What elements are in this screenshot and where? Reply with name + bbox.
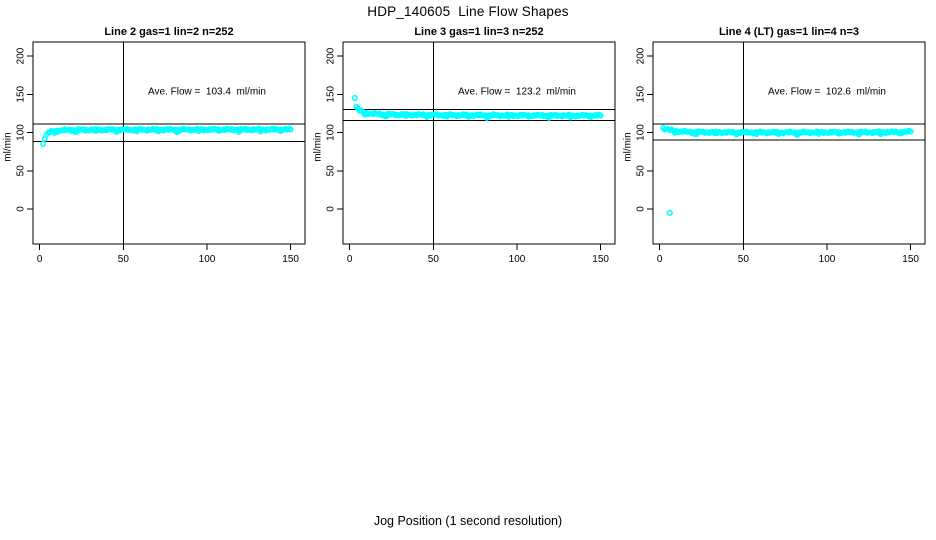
x-tick-label: 150 bbox=[282, 254, 299, 265]
data-points bbox=[351, 94, 604, 121]
x-tick-label: 50 bbox=[118, 254, 130, 265]
tick-labels: 0 50 100 150 0 50 100 150 200 bbox=[16, 47, 300, 265]
plot-box bbox=[652, 41, 926, 245]
axes bbox=[337, 41, 616, 250]
data-points bbox=[40, 125, 294, 147]
panel-title: Line 4 (LT) gas=1 lin=4 n=3 bbox=[718, 26, 860, 38]
tick-labels: 0 50 100 150 0 50 100 150 200 bbox=[326, 47, 610, 265]
y-tick-label: 50 bbox=[326, 165, 337, 177]
data-point bbox=[907, 128, 914, 135]
plot-canvas-line4: 0 50 100 150 0 50 100 150 200 bbox=[636, 41, 926, 265]
y-tick-label: 0 bbox=[636, 206, 647, 212]
x-tick-label: 150 bbox=[902, 254, 919, 265]
data-point bbox=[40, 140, 46, 147]
y-tick-label: 0 bbox=[326, 206, 337, 212]
reference-lines bbox=[33, 42, 305, 244]
x-tick-label: 0 bbox=[347, 254, 353, 265]
y-tick-label: 100 bbox=[16, 124, 27, 141]
y-tick-label: 50 bbox=[636, 165, 647, 177]
outlier-point bbox=[666, 209, 673, 216]
reference-lines bbox=[343, 42, 615, 244]
plot-box bbox=[342, 41, 616, 245]
data-point bbox=[287, 126, 294, 133]
axes bbox=[647, 41, 926, 250]
panel-line2: Line 2 gas=1 lin=2 n=252 Ave. Flow = 103… bbox=[0, 25, 312, 275]
x-tick-label: 50 bbox=[428, 254, 440, 265]
plot-box bbox=[32, 41, 306, 245]
y-tick-label: 200 bbox=[326, 47, 337, 64]
figure-title: HDP_140605 Line Flow Shapes bbox=[367, 4, 569, 19]
x-tick-label: 100 bbox=[509, 254, 526, 265]
x-tick-label: 100 bbox=[199, 254, 216, 265]
panel-title: Line 2 gas=1 lin=2 n=252 bbox=[104, 26, 234, 38]
plot-canvas-line3: 0 50 100 150 0 50 100 150 200 bbox=[326, 41, 616, 265]
y-tick-label: 150 bbox=[16, 85, 27, 102]
x-tick-label: 150 bbox=[592, 254, 609, 265]
x-tick-label: 0 bbox=[37, 254, 43, 265]
plot-canvas-line2: 0 50 100 150 0 50 100 150 200 bbox=[16, 41, 306, 265]
y-tick-label: 50 bbox=[16, 165, 27, 177]
data-points bbox=[660, 124, 914, 216]
x-tick-label: 50 bbox=[738, 254, 750, 265]
y-tick-label: 100 bbox=[636, 124, 647, 141]
panel-title: Line 3 gas=1 lin=3 n=252 bbox=[414, 26, 544, 38]
panel-line3: Line 3 gas=1 lin=3 n=252 Ave. Flow = 123… bbox=[310, 25, 622, 275]
x-axis-label: Jog Position (1 second resolution) bbox=[373, 514, 563, 528]
ave-flow-annotation: Ave. Flow = 123.2 ml/min bbox=[458, 86, 576, 98]
axes bbox=[27, 41, 306, 250]
outlier-point bbox=[351, 94, 358, 102]
tick-labels: 0 50 100 150 0 50 100 150 200 bbox=[636, 47, 920, 265]
y-tick-label: 200 bbox=[16, 47, 27, 64]
y-tick-label: 150 bbox=[326, 85, 337, 102]
x-tick-label: 0 bbox=[657, 254, 663, 265]
ave-flow-annotation: Ave. Flow = 102.6 ml/min bbox=[768, 86, 886, 98]
y-tick-label: 100 bbox=[326, 124, 337, 141]
x-tick-label: 100 bbox=[819, 254, 836, 265]
y-tick-label: 0 bbox=[16, 206, 27, 212]
y-tick-label: 200 bbox=[636, 47, 647, 64]
data-point bbox=[597, 112, 604, 119]
reference-lines bbox=[653, 42, 925, 244]
y-tick-label: 150 bbox=[636, 85, 647, 102]
ave-flow-annotation: Ave. Flow = 103.4 ml/min bbox=[148, 86, 266, 98]
panel-line4: Line 4 (LT) gas=1 lin=4 n=3 Ave. Flow = … bbox=[620, 25, 932, 275]
